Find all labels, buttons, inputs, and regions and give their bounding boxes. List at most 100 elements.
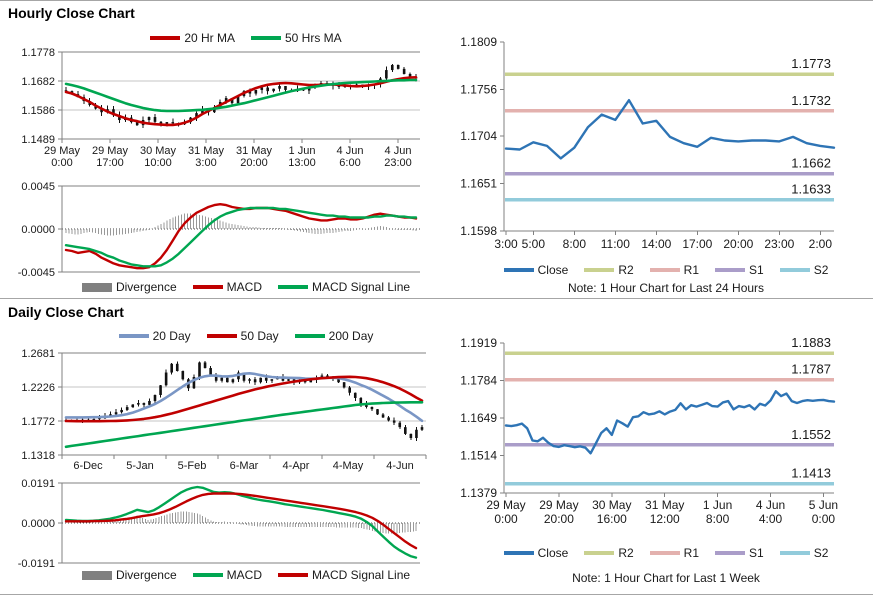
divider-bottom [0, 594, 873, 595]
svg-text:1.2226: 1.2226 [21, 382, 55, 394]
daily-sr-note: Note: 1 Hour Chart for Last 1 Week [572, 571, 760, 585]
legend-item: 20 Day [118, 329, 191, 343]
svg-text:23:00: 23:00 [384, 157, 412, 169]
legend-item: Close [503, 546, 568, 560]
svg-text:14:00: 14:00 [641, 237, 671, 251]
legend-label: R1 [683, 546, 699, 560]
legend-item: S1 [715, 546, 764, 560]
svg-text:1.1809: 1.1809 [460, 35, 497, 49]
svg-text:11:00: 11:00 [601, 237, 630, 251]
legend-label: MACD [226, 280, 262, 294]
svg-text:1.1552: 1.1552 [791, 427, 831, 442]
svg-text:1.1514: 1.1514 [460, 449, 497, 463]
svg-text:13:00: 13:00 [288, 157, 316, 169]
svg-text:1.1919: 1.1919 [460, 336, 497, 350]
line-swatch [779, 551, 810, 555]
svg-text:1.1318: 1.1318 [21, 450, 55, 462]
svg-text:3:00: 3:00 [195, 157, 216, 169]
line-swatch [278, 573, 308, 577]
svg-text:6-Mar: 6-Mar [230, 460, 259, 472]
legend-label: 200 Day [328, 329, 374, 343]
svg-text:1.1413: 1.1413 [791, 466, 831, 481]
svg-text:29 May: 29 May [539, 498, 578, 512]
svg-text:1.1489: 1.1489 [21, 134, 55, 146]
svg-text:1.1772: 1.1772 [21, 416, 55, 428]
svg-text:1 Jun: 1 Jun [289, 145, 316, 157]
divider-middle [0, 298, 873, 299]
hourly-chart-title: Hourly Close Chart [8, 5, 135, 21]
svg-text:1.1379: 1.1379 [460, 486, 497, 500]
svg-text:2:00: 2:00 [809, 237, 833, 251]
legend-item: R1 [649, 263, 699, 277]
svg-text:1 Jun: 1 Jun [703, 498, 732, 512]
line-swatch [206, 334, 237, 338]
legend-label: Divergence [115, 568, 177, 582]
svg-text:6-Dec: 6-Dec [73, 460, 103, 472]
hourly-macd-chart: 0.0045 0.0000 -0.0045 [18, 181, 420, 279]
legend-item: R2 [584, 546, 634, 560]
svg-text:1.1682: 1.1682 [21, 76, 55, 88]
legend-label: 50 Hrs MA [285, 31, 342, 45]
line-swatch [649, 268, 680, 272]
legend-label: S1 [749, 546, 764, 560]
svg-text:1.1773: 1.1773 [791, 56, 831, 71]
daily-macd-chart: 0.0191 0.0000 -0.0191 [18, 478, 420, 570]
line-swatch [192, 285, 223, 289]
legend-label: R2 [618, 263, 634, 277]
svg-text:1.2681: 1.2681 [21, 348, 55, 360]
line-swatch [192, 573, 223, 577]
svg-text:20:00: 20:00 [240, 157, 268, 169]
svg-text:4-Jun: 4-Jun [386, 460, 414, 472]
svg-text:0:00: 0:00 [494, 512, 518, 526]
svg-text:10:00: 10:00 [144, 157, 172, 169]
daily-sr-chart: 1.1919 1.1784 1.1649 1.1514 1.1379 29 May 0:00… [460, 335, 838, 526]
svg-text:20:00: 20:00 [723, 237, 753, 251]
divider-top [0, 0, 873, 1]
svg-text:6:00: 6:00 [339, 157, 360, 169]
legend-label: R1 [683, 263, 699, 277]
svg-text:1.1778: 1.1778 [21, 47, 55, 59]
svg-text:23:00: 23:00 [764, 237, 794, 251]
svg-text:12:00: 12:00 [650, 512, 680, 526]
svg-text:29 May: 29 May [92, 145, 129, 157]
legend-item: Close [503, 263, 568, 277]
svg-text:1.1649: 1.1649 [460, 411, 497, 425]
daily-price-legend: 20 Day 50 Day 200 Day [62, 329, 430, 343]
svg-text:5 Jun: 5 Jun [809, 498, 838, 512]
line-swatch [251, 36, 281, 40]
svg-text:1.1704: 1.1704 [460, 129, 497, 143]
svg-text:0.0191: 0.0191 [21, 478, 55, 490]
svg-text:5-Jan: 5-Jan [126, 460, 154, 472]
svg-text:20:00: 20:00 [544, 512, 574, 526]
line-swatch [779, 268, 810, 272]
line-swatch [503, 551, 534, 555]
line-swatch [503, 268, 534, 272]
legend-label: MACD Signal Line [312, 568, 411, 582]
svg-text:0.0045: 0.0045 [21, 181, 55, 193]
legend-item: MACD [192, 280, 262, 294]
hourly-price-legend: 20 Hr MA 50 Hrs MA [62, 31, 430, 45]
legend-item: Divergence [81, 280, 177, 294]
legend-item: 200 Day [294, 329, 374, 343]
line-swatch [649, 551, 680, 555]
svg-text:1.1662: 1.1662 [791, 156, 831, 171]
svg-text:-0.0045: -0.0045 [18, 267, 55, 279]
svg-text:31 May: 31 May [236, 145, 273, 157]
legend-label: S2 [813, 546, 829, 560]
legend-item: MACD Signal Line [278, 280, 410, 294]
svg-text:5-Feb: 5-Feb [178, 460, 207, 472]
svg-text:30 May: 30 May [592, 498, 631, 512]
line-swatch [715, 551, 745, 555]
hourly-macd-legend: Divergence MACD MACD Signal Line [62, 280, 430, 294]
svg-text:4-May: 4-May [333, 460, 364, 472]
svg-text:1.1787: 1.1787 [791, 362, 831, 377]
svg-text:0:00: 0:00 [812, 512, 836, 526]
svg-text:5:00: 5:00 [522, 237, 546, 251]
line-swatch [150, 36, 181, 40]
legend-item: MACD Signal Line [278, 568, 410, 582]
legend-item: R2 [584, 263, 634, 277]
svg-text:1.1784: 1.1784 [460, 374, 497, 388]
legend-item: Divergence [81, 568, 177, 582]
